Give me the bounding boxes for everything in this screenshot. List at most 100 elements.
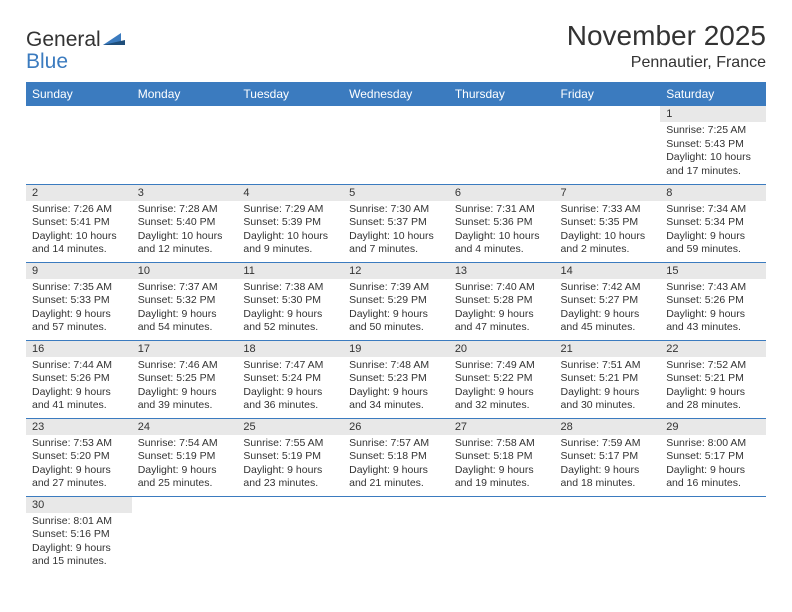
day-header: Wednesday (343, 82, 449, 106)
day-details: Sunrise: 7:33 AMSunset: 5:35 PMDaylight:… (555, 201, 661, 262)
calendar-cell: 10Sunrise: 7:37 AMSunset: 5:32 PMDayligh… (132, 262, 238, 340)
day-header: Tuesday (237, 82, 343, 106)
calendar-row: 23Sunrise: 7:53 AMSunset: 5:20 PMDayligh… (26, 418, 766, 496)
calendar-cell: 16Sunrise: 7:44 AMSunset: 5:26 PMDayligh… (26, 340, 132, 418)
day-header: Thursday (449, 82, 555, 106)
day-details: Sunrise: 7:59 AMSunset: 5:17 PMDaylight:… (555, 435, 661, 496)
day-number: 6 (449, 185, 555, 201)
header: General November 2025 Pennautier, France (26, 20, 766, 72)
day-details: Sunrise: 7:49 AMSunset: 5:22 PMDaylight:… (449, 357, 555, 418)
day-number: 8 (660, 185, 766, 201)
day-details: Sunrise: 7:34 AMSunset: 5:34 PMDaylight:… (660, 201, 766, 262)
day-number: 14 (555, 263, 661, 279)
day-header: Monday (132, 82, 238, 106)
day-number: 18 (237, 341, 343, 357)
calendar-cell-empty (132, 496, 238, 574)
day-details: Sunrise: 7:25 AMSunset: 5:43 PMDaylight:… (660, 122, 766, 183)
day-number: 21 (555, 341, 661, 357)
day-details: Sunrise: 7:51 AMSunset: 5:21 PMDaylight:… (555, 357, 661, 418)
day-details: Sunrise: 7:53 AMSunset: 5:20 PMDaylight:… (26, 435, 132, 496)
day-details: Sunrise: 7:46 AMSunset: 5:25 PMDaylight:… (132, 357, 238, 418)
day-details: Sunrise: 7:39 AMSunset: 5:29 PMDaylight:… (343, 279, 449, 340)
day-number: 29 (660, 419, 766, 435)
day-number: 3 (132, 185, 238, 201)
day-details: Sunrise: 8:00 AMSunset: 5:17 PMDaylight:… (660, 435, 766, 496)
day-details: Sunrise: 7:29 AMSunset: 5:39 PMDaylight:… (237, 201, 343, 262)
day-number: 24 (132, 419, 238, 435)
logo-flag-icon (103, 29, 127, 52)
day-details: Sunrise: 7:55 AMSunset: 5:19 PMDaylight:… (237, 435, 343, 496)
day-details: Sunrise: 7:57 AMSunset: 5:18 PMDaylight:… (343, 435, 449, 496)
day-details: Sunrise: 7:48 AMSunset: 5:23 PMDaylight:… (343, 357, 449, 418)
day-details: Sunrise: 7:31 AMSunset: 5:36 PMDaylight:… (449, 201, 555, 262)
calendar-cell: 27Sunrise: 7:58 AMSunset: 5:18 PMDayligh… (449, 418, 555, 496)
calendar-cell: 11Sunrise: 7:38 AMSunset: 5:30 PMDayligh… (237, 262, 343, 340)
day-header: Friday (555, 82, 661, 106)
calendar-cell: 25Sunrise: 7:55 AMSunset: 5:19 PMDayligh… (237, 418, 343, 496)
day-number: 16 (26, 341, 132, 357)
calendar-cell: 12Sunrise: 7:39 AMSunset: 5:29 PMDayligh… (343, 262, 449, 340)
day-details: Sunrise: 7:47 AMSunset: 5:24 PMDaylight:… (237, 357, 343, 418)
day-number: 10 (132, 263, 238, 279)
day-header-row: SundayMondayTuesdayWednesdayThursdayFrid… (26, 82, 766, 106)
calendar-row: 30Sunrise: 8:01 AMSunset: 5:16 PMDayligh… (26, 496, 766, 574)
day-number: 19 (343, 341, 449, 357)
day-number: 30 (26, 497, 132, 513)
day-number: 15 (660, 263, 766, 279)
calendar-row: 9Sunrise: 7:35 AMSunset: 5:33 PMDaylight… (26, 262, 766, 340)
day-number: 11 (237, 263, 343, 279)
calendar-cell-empty (132, 106, 238, 184)
day-details: Sunrise: 7:58 AMSunset: 5:18 PMDaylight:… (449, 435, 555, 496)
calendar-cell-empty (237, 106, 343, 184)
calendar-cell: 28Sunrise: 7:59 AMSunset: 5:17 PMDayligh… (555, 418, 661, 496)
calendar-cell-empty (237, 496, 343, 574)
day-number: 26 (343, 419, 449, 435)
calendar-cell: 13Sunrise: 7:40 AMSunset: 5:28 PMDayligh… (449, 262, 555, 340)
day-details: Sunrise: 7:35 AMSunset: 5:33 PMDaylight:… (26, 279, 132, 340)
day-number: 13 (449, 263, 555, 279)
day-details: Sunrise: 7:42 AMSunset: 5:27 PMDaylight:… (555, 279, 661, 340)
calendar-cell-empty (26, 106, 132, 184)
title-block: November 2025 Pennautier, France (567, 20, 766, 72)
day-header: Saturday (660, 82, 766, 106)
calendar-cell: 7Sunrise: 7:33 AMSunset: 5:35 PMDaylight… (555, 184, 661, 262)
calendar-cell: 21Sunrise: 7:51 AMSunset: 5:21 PMDayligh… (555, 340, 661, 418)
logo: General (26, 28, 127, 52)
calendar-cell: 18Sunrise: 7:47 AMSunset: 5:24 PMDayligh… (237, 340, 343, 418)
calendar-cell-empty (555, 496, 661, 574)
calendar-body: 1Sunrise: 7:25 AMSunset: 5:43 PMDaylight… (26, 106, 766, 574)
logo-text-general: General (26, 28, 101, 52)
day-details: Sunrise: 7:43 AMSunset: 5:26 PMDaylight:… (660, 279, 766, 340)
day-number: 2 (26, 185, 132, 201)
calendar-cell-empty (660, 496, 766, 574)
calendar-row: 1Sunrise: 7:25 AMSunset: 5:43 PMDaylight… (26, 106, 766, 184)
calendar-row: 2Sunrise: 7:26 AMSunset: 5:41 PMDaylight… (26, 184, 766, 262)
day-number: 5 (343, 185, 449, 201)
calendar-row: 16Sunrise: 7:44 AMSunset: 5:26 PMDayligh… (26, 340, 766, 418)
calendar-cell: 3Sunrise: 7:28 AMSunset: 5:40 PMDaylight… (132, 184, 238, 262)
day-number: 28 (555, 419, 661, 435)
calendar-cell: 9Sunrise: 7:35 AMSunset: 5:33 PMDaylight… (26, 262, 132, 340)
day-details: Sunrise: 7:52 AMSunset: 5:21 PMDaylight:… (660, 357, 766, 418)
day-details: Sunrise: 7:26 AMSunset: 5:41 PMDaylight:… (26, 201, 132, 262)
day-details: Sunrise: 7:40 AMSunset: 5:28 PMDaylight:… (449, 279, 555, 340)
day-header: Sunday (26, 82, 132, 106)
calendar-cell: 23Sunrise: 7:53 AMSunset: 5:20 PMDayligh… (26, 418, 132, 496)
calendar-cell: 19Sunrise: 7:48 AMSunset: 5:23 PMDayligh… (343, 340, 449, 418)
calendar-cell: 2Sunrise: 7:26 AMSunset: 5:41 PMDaylight… (26, 184, 132, 262)
location: Pennautier, France (567, 54, 766, 72)
calendar-cell-empty (343, 106, 449, 184)
day-number: 20 (449, 341, 555, 357)
calendar-cell-empty (343, 496, 449, 574)
day-number: 22 (660, 341, 766, 357)
calendar-cell: 17Sunrise: 7:46 AMSunset: 5:25 PMDayligh… (132, 340, 238, 418)
calendar-cell: 26Sunrise: 7:57 AMSunset: 5:18 PMDayligh… (343, 418, 449, 496)
day-details: Sunrise: 7:38 AMSunset: 5:30 PMDaylight:… (237, 279, 343, 340)
calendar-cell: 14Sunrise: 7:42 AMSunset: 5:27 PMDayligh… (555, 262, 661, 340)
day-details: Sunrise: 7:37 AMSunset: 5:32 PMDaylight:… (132, 279, 238, 340)
calendar-cell: 4Sunrise: 7:29 AMSunset: 5:39 PMDaylight… (237, 184, 343, 262)
month-title: November 2025 (567, 20, 766, 52)
day-details: Sunrise: 7:54 AMSunset: 5:19 PMDaylight:… (132, 435, 238, 496)
calendar-cell: 15Sunrise: 7:43 AMSunset: 5:26 PMDayligh… (660, 262, 766, 340)
day-number: 12 (343, 263, 449, 279)
